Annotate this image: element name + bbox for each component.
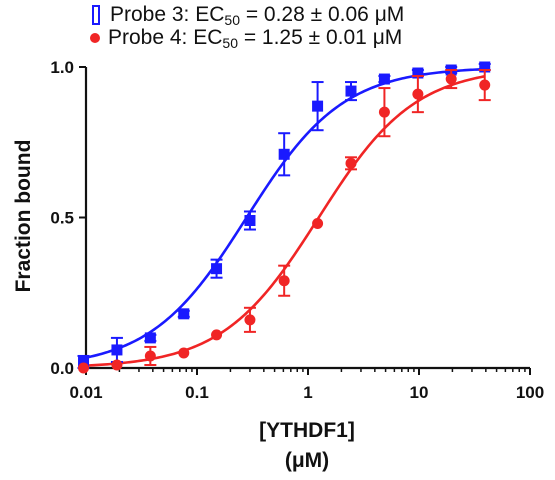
data-point-probe-3 [312, 100, 324, 112]
data-point-probe-4 [445, 73, 457, 85]
legend: Probe 3: EC50 = 0.28 ± 0.06 μM Probe 4: … [88, 3, 405, 51]
data-points [77, 61, 491, 374]
fit-curve-probe-4 [83, 75, 485, 368]
data-point-probe-4 [111, 359, 123, 371]
data-point-probe-3 [144, 332, 156, 344]
data-point-probe-4 [479, 79, 491, 91]
x-tick-label: 10 [410, 383, 429, 402]
x-axis-unit: (μM) [285, 449, 329, 472]
data-point-probe-3 [178, 308, 190, 320]
y-tick-label: 0.0 [50, 359, 74, 378]
x-tick-label: 0.1 [185, 383, 209, 402]
data-point-probe-3 [378, 73, 390, 85]
data-point-probe-3 [78, 356, 90, 368]
legend-label: Probe 4: EC50 = 1.25 ± 0.01 μM [108, 26, 403, 51]
data-point-probe-4 [178, 347, 190, 359]
x-axis-title: [YTHDF1] [259, 419, 355, 442]
fit-curves [83, 67, 485, 368]
y-tick-label: 1.0 [50, 58, 74, 77]
axes: 0.01 0.1 1 10 100 0.0 0.5 1.0 [50, 58, 544, 402]
legend-label: Probe 3: EC50 = 0.28 ± 0.06 μM [110, 3, 405, 28]
data-point-probe-3 [479, 61, 491, 73]
y-tick-label: 0.5 [50, 209, 74, 228]
data-point-probe-3 [345, 85, 357, 97]
open-square-icon [92, 4, 100, 25]
data-point-probe-4 [211, 329, 223, 341]
data-point-probe-4 [312, 218, 324, 230]
data-point-probe-4 [345, 157, 357, 169]
data-point-probe-3 [278, 148, 290, 160]
data-point-probe-4 [78, 362, 90, 374]
legend-entry-probe-3: Probe 3: EC50 = 0.28 ± 0.06 μM [88, 3, 405, 28]
data-point-probe-3 [111, 344, 123, 356]
data-point-probe-4 [378, 106, 390, 118]
filled-circle-icon [90, 32, 100, 43]
data-point-probe-4 [144, 350, 156, 362]
data-point-probe-4 [244, 314, 256, 326]
data-point-probe-4 [278, 275, 290, 287]
data-point-probe-3 [412, 67, 424, 79]
x-tick-label: 100 [516, 383, 544, 402]
data-point-probe-3 [244, 215, 256, 227]
x-tick-label: 1 [303, 383, 312, 402]
data-point-probe-4 [412, 88, 424, 100]
data-point-probe-3 [211, 263, 223, 275]
x-tick-label: 0.01 [69, 383, 102, 402]
legend-entry-probe-4: Probe 4: EC50 = 1.25 ± 0.01 μM [88, 26, 404, 51]
fit-curve-probe-3 [83, 67, 485, 360]
y-axis-title: Fraction bound [12, 140, 35, 293]
